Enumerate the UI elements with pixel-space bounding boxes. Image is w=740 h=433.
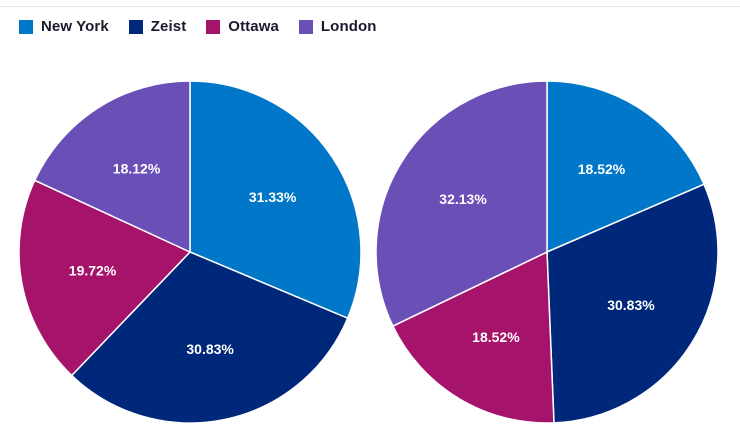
- legend-item-new-york[interactable]: New York: [19, 18, 109, 35]
- pie2-label-new-york: 18.52%: [578, 161, 626, 177]
- pie1-label-zeist: 30.83%: [186, 341, 234, 357]
- legend-label-ottawa: Ottawa: [228, 18, 279, 35]
- legend-label-zeist: Zeist: [150, 18, 187, 35]
- legend-swatch-new-york: [19, 19, 33, 34]
- pie2-label-ottawa: 18.52%: [472, 329, 520, 345]
- pie-chart-1: 31.33% 30.83% 19.72% 18.12%: [18, 80, 362, 424]
- pie2-slice-new-york[interactable]: [546, 80, 706, 254]
- pie1-label-new-york: 31.33%: [249, 189, 297, 205]
- pie2-label-london: 32.13%: [439, 191, 487, 207]
- legend-label-london: London: [320, 18, 377, 35]
- pie1-slice-new-york[interactable]: [189, 80, 362, 320]
- legend-swatch-ottawa: [206, 19, 221, 34]
- legend-swatch-zeist: [128, 19, 143, 34]
- top-divider: [0, 6, 740, 7]
- pie-chart-2: 18.52% 30.83% 18.52% 32.13%: [375, 80, 719, 424]
- legend-swatch-london: [298, 19, 313, 34]
- pie1-slice-ottawa[interactable]: [18, 179, 192, 377]
- legend-item-ottawa[interactable]: Ottawa: [206, 18, 279, 35]
- pie2-slice-london[interactable]: [375, 80, 548, 328]
- legend-item-london[interactable]: London: [298, 18, 377, 35]
- pie2-slice-ottawa[interactable]: [391, 250, 555, 424]
- pie1-slice-zeist[interactable]: [70, 251, 349, 424]
- pie2-label-zeist: 30.83%: [607, 297, 655, 313]
- legend-item-zeist[interactable]: Zeist: [128, 18, 187, 35]
- pie1-label-ottawa: 19.72%: [69, 262, 117, 278]
- pie2-slice-zeist[interactable]: [546, 183, 719, 424]
- pie1-label-london: 18.12%: [113, 160, 161, 176]
- chart-legend: New York Zeist Ottawa London: [19, 18, 397, 35]
- legend-label-new-york: New York: [41, 18, 109, 35]
- pie1-slice-london[interactable]: [33, 80, 191, 254]
